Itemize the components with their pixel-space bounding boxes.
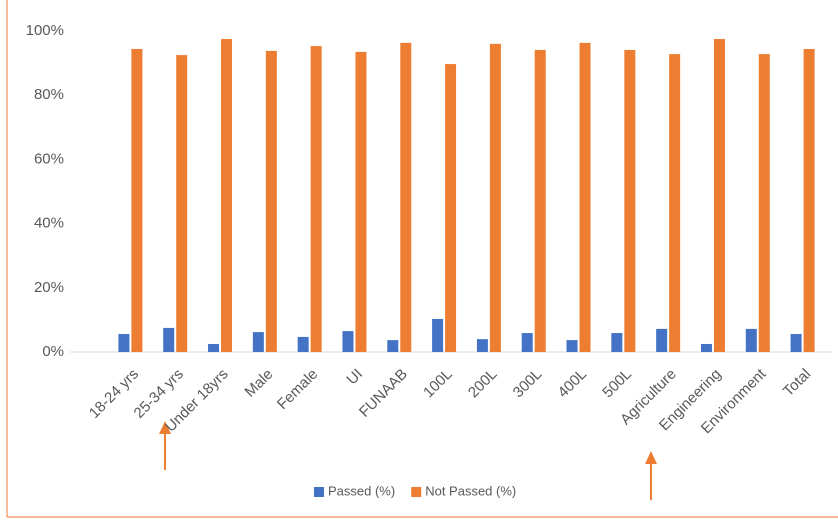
x-tick-label: 200L (465, 366, 501, 402)
bar (118, 334, 130, 352)
bar (432, 318, 444, 352)
bar (310, 46, 322, 352)
bar (745, 328, 757, 352)
bar (297, 336, 309, 352)
bar (445, 64, 457, 353)
bar (163, 327, 175, 352)
bar (387, 340, 399, 352)
bar (566, 340, 578, 352)
bar (521, 333, 533, 352)
bar (221, 39, 233, 353)
bar (803, 48, 815, 352)
y-tick-label: 20% (34, 279, 64, 296)
legend-label: Passed (%) (328, 483, 395, 498)
x-tick-label: 300L (510, 366, 546, 402)
bar (758, 54, 770, 352)
bar (611, 333, 623, 352)
x-tick-label: 400L (555, 366, 591, 402)
y-tick-label: 0% (42, 343, 64, 360)
x-tick-label: Total (780, 366, 814, 400)
bar (489, 43, 501, 353)
bar (252, 332, 264, 352)
legend-swatch (411, 487, 422, 497)
bar (656, 328, 668, 352)
annotation-arrow (645, 451, 657, 500)
x-tick-label: UI (343, 366, 366, 389)
legend-swatch (314, 487, 324, 497)
bar (713, 39, 725, 353)
x-tick-label: 100L (420, 366, 456, 402)
bar (790, 334, 802, 352)
bar (579, 42, 591, 352)
bar (265, 50, 277, 352)
bar (208, 343, 220, 352)
x-tick-label: Female (274, 366, 321, 413)
bar (624, 49, 636, 353)
y-tick-label: 40% (34, 215, 64, 232)
bar (176, 55, 188, 352)
bar (534, 49, 546, 353)
y-tick-label: 80% (34, 86, 64, 103)
y-tick-label: 60% (34, 150, 64, 167)
x-tick-label: FUNAAB (356, 366, 411, 421)
y-tick-label: 100% (26, 22, 64, 39)
legend-label: Not Passed (%) (425, 483, 516, 498)
bar (476, 339, 488, 352)
bar (131, 48, 143, 352)
annotation-arrow (159, 421, 171, 470)
x-tick-label: Male (241, 366, 276, 401)
x-tick-label: 500L (599, 366, 635, 402)
bar (700, 343, 712, 352)
bar (400, 42, 412, 352)
bar (669, 54, 681, 352)
bar (355, 51, 367, 353)
bar (342, 331, 354, 352)
